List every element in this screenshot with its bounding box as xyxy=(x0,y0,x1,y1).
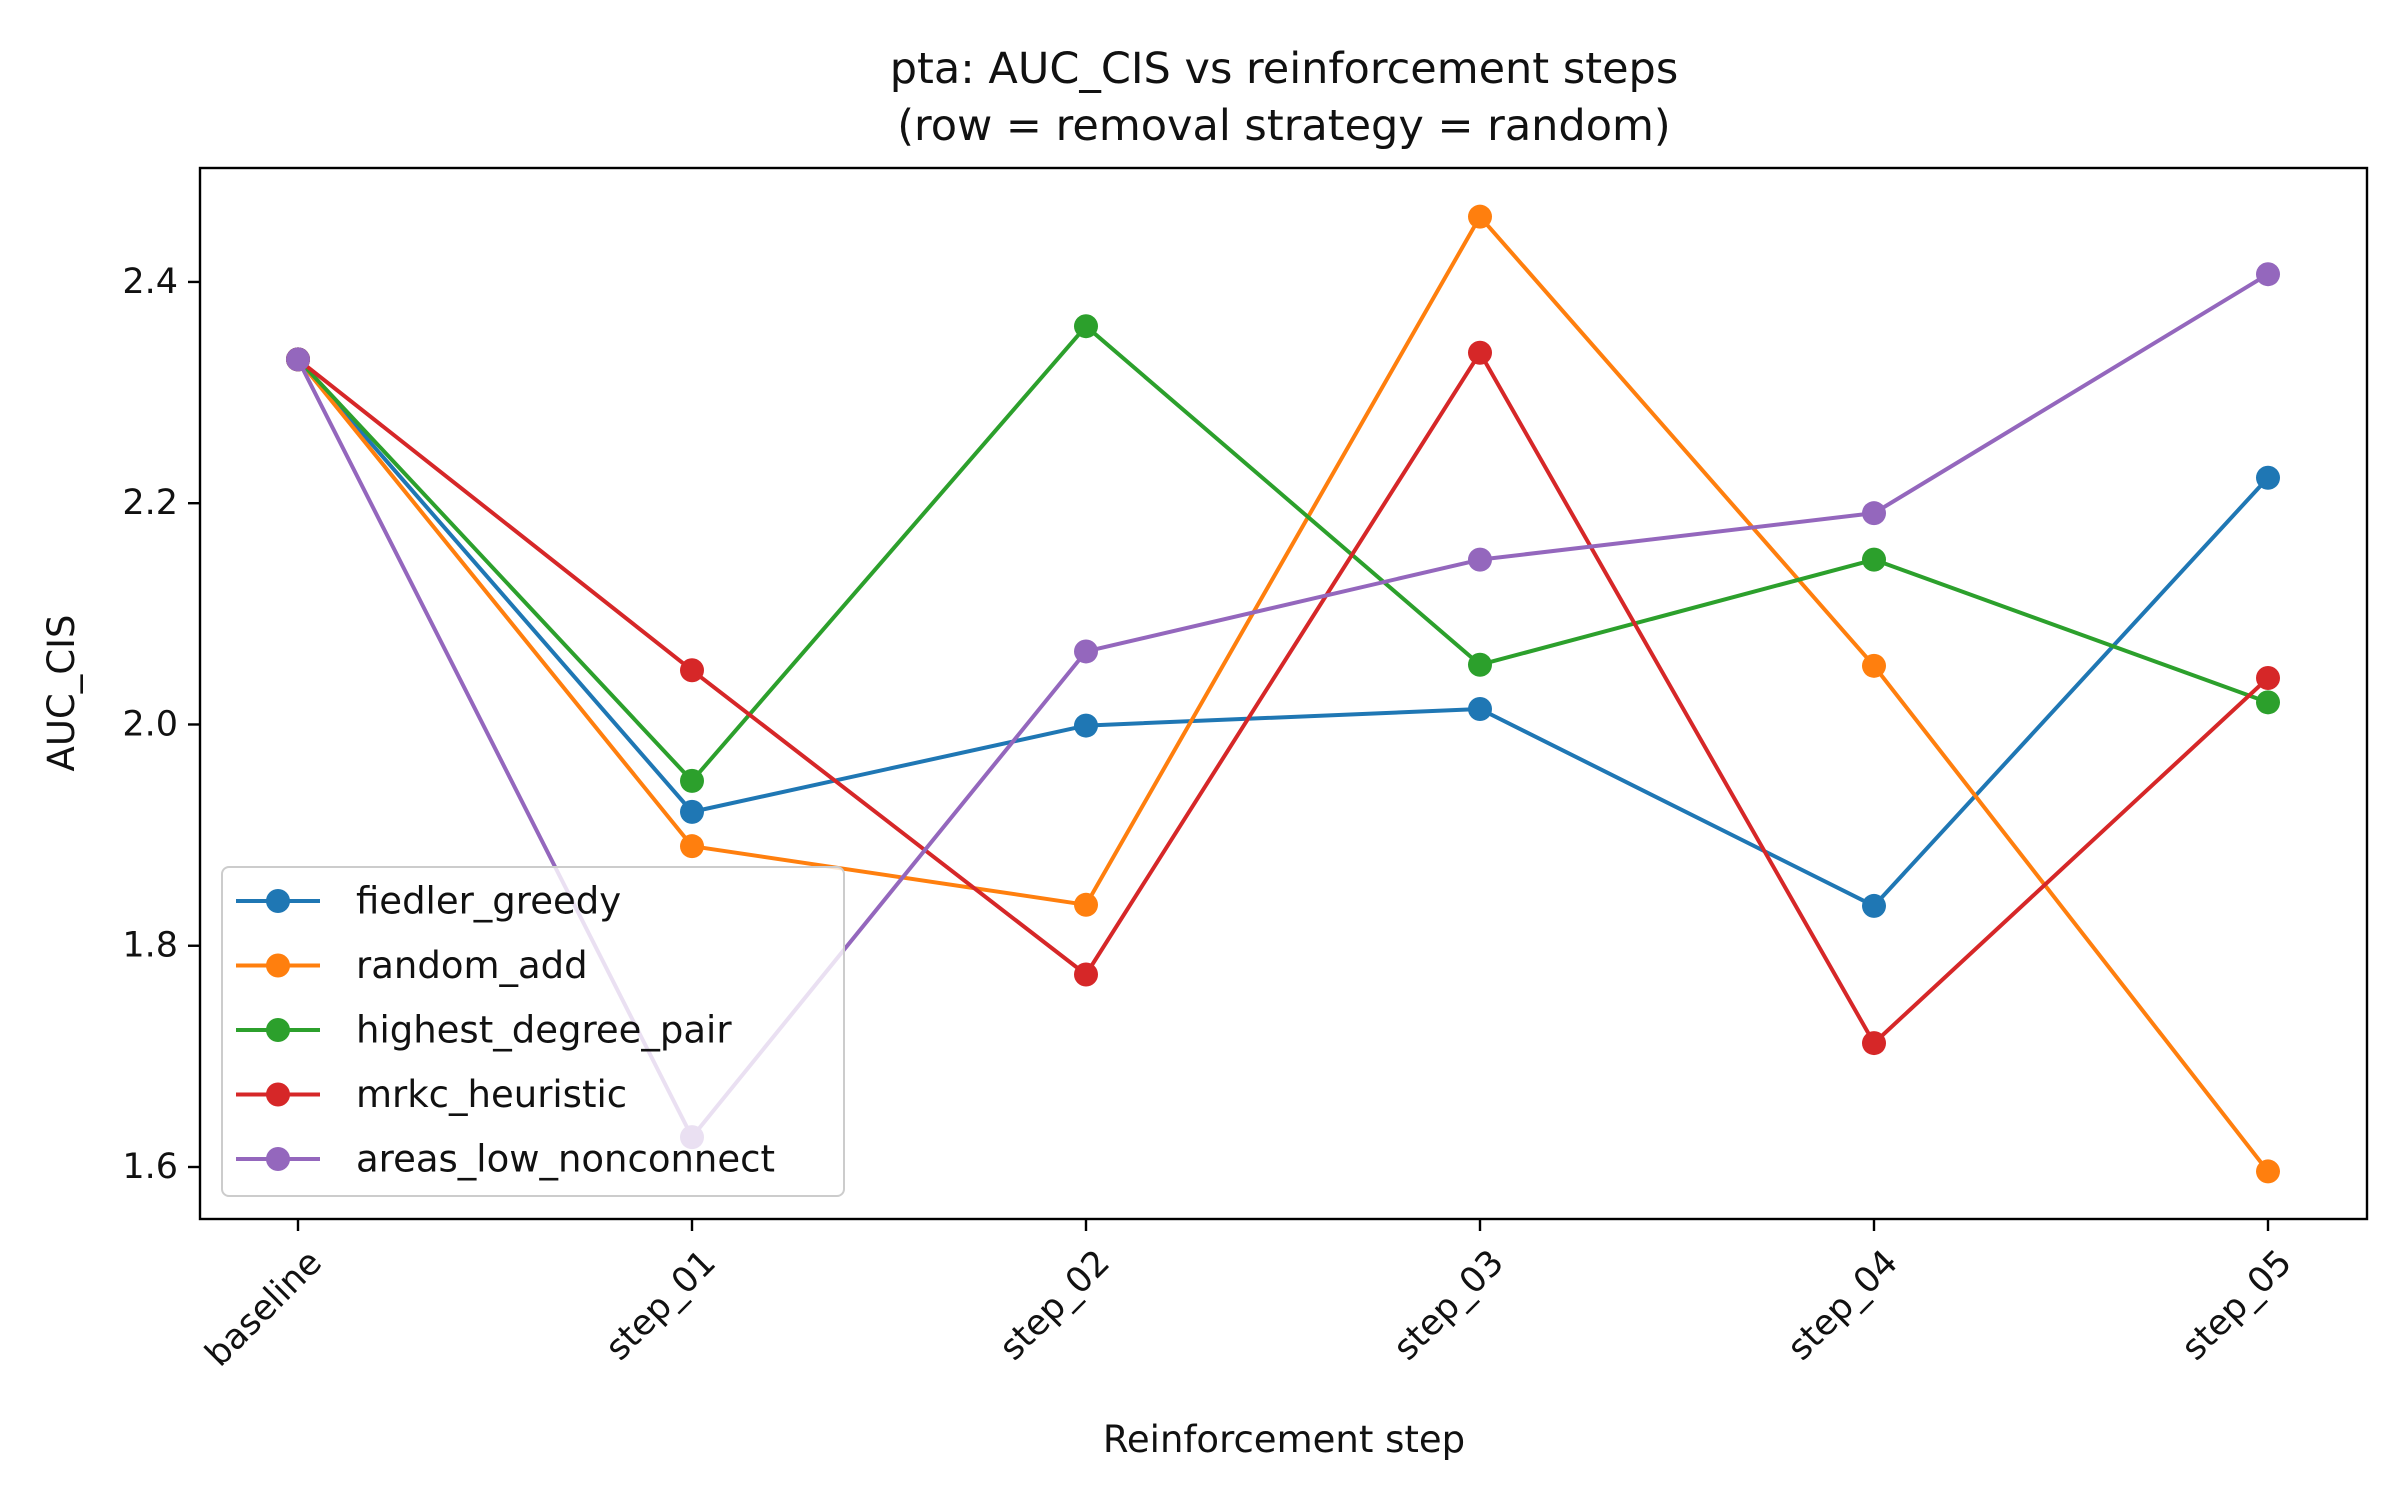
chart-title: pta: AUC_CIS vs reinforcement steps xyxy=(890,44,1678,94)
data-point-areas-low-nonconnect xyxy=(1074,639,1098,664)
y-axis-label: AUC_CIS xyxy=(40,615,83,772)
x-tick-label: step_02 xyxy=(992,1243,1118,1369)
data-point-fiedler-greedy xyxy=(1862,893,1886,918)
series-line-highest-degree-pair xyxy=(296,324,2270,783)
y-tick-label: 1.6 xyxy=(122,1147,178,1187)
data-point-fiedler-greedy xyxy=(680,799,704,824)
data-point-areas-low-nonconnect xyxy=(1862,501,1886,526)
y-tick-label: 2.4 xyxy=(122,262,178,302)
legend-items: fiedler_greedy random_add highest_degree_p… xyxy=(236,880,775,1181)
data-point-mrkc-heuristic xyxy=(2256,666,2280,691)
y-axis-ticks: 1.6 1.8 2.0 2.2 2.4 xyxy=(122,262,200,1187)
legend-label-areas-low-nonconnect: areas_low_nonconnect xyxy=(356,1138,775,1181)
x-axis-label: Reinforcement step xyxy=(1103,1418,1465,1461)
data-point-fiedler-greedy xyxy=(1468,696,1492,721)
x-tick-label: step_04 xyxy=(1780,1243,1906,1369)
legend-swatch-marker-highest-degree-pair xyxy=(266,1018,290,1042)
series-line-mrkc-heuristic xyxy=(296,350,2270,1046)
series-line-random-add xyxy=(296,214,2270,1174)
data-point-random-add xyxy=(2256,1159,2280,1184)
x-tick-label: step_03 xyxy=(1386,1243,1512,1369)
legend-box xyxy=(221,866,845,1197)
data-point-mrkc-heuristic xyxy=(1468,340,1492,365)
data-point-highest-degree-pair xyxy=(2256,690,2280,715)
legend-swatch-marker-areas-low-nonconnect xyxy=(266,1147,290,1171)
x-tick-label: baseline xyxy=(198,1243,330,1375)
data-point-areas-low-nonconnect xyxy=(286,347,310,372)
x-axis-ticks: baseline step_01 step_02 step_03 step_04 step… xyxy=(198,1219,2300,1375)
data-point-areas-low-nonconnect xyxy=(2256,262,2280,287)
data-point-highest-degree-pair xyxy=(1074,314,1098,339)
legend-label-random-add: random_add xyxy=(356,944,588,987)
data-point-highest-degree-pair xyxy=(1468,652,1492,677)
data-point-highest-degree-pair xyxy=(680,768,704,793)
legend-swatch-marker-fiedler-greedy xyxy=(266,889,290,913)
y-tick-label: 2.0 xyxy=(122,704,178,744)
legend: fiedler_greedy random_add highest_degree_p… xyxy=(221,866,845,1197)
legend-label-highest-degree-pair: highest_degree_pair xyxy=(356,1009,732,1052)
legend-swatch-marker-random-add xyxy=(266,953,290,978)
legend-label-mrkc-heuristic: mrkc_heuristic xyxy=(356,1073,627,1116)
data-point-highest-degree-pair xyxy=(1862,547,1886,572)
x-tick-label: step_01 xyxy=(598,1243,724,1369)
data-point-fiedler-greedy xyxy=(1074,713,1098,738)
x-tick-label: step_05 xyxy=(2174,1243,2300,1369)
legend-label-fiedler-greedy: fiedler_greedy xyxy=(356,880,621,923)
data-point-areas-low-nonconnect xyxy=(1468,547,1492,572)
series-layer xyxy=(286,204,2280,1184)
y-tick-label: 2.2 xyxy=(122,483,178,523)
data-point-random-add xyxy=(680,834,704,859)
data-point-fiedler-greedy xyxy=(2256,465,2280,490)
data-point-mrkc-heuristic xyxy=(680,658,704,683)
data-point-random-add xyxy=(1074,892,1098,917)
plot-area-frame xyxy=(198,166,2369,1221)
legend-swatch-marker-mrkc-heuristic xyxy=(266,1082,290,1107)
series-line-fiedler-greedy xyxy=(296,357,2270,908)
chart-subtitle: (row = removal strategy = random) xyxy=(897,101,1670,151)
data-point-mrkc-heuristic xyxy=(1862,1031,1886,1056)
y-tick-label: 1.8 xyxy=(122,926,178,966)
data-point-mrkc-heuristic xyxy=(1074,962,1098,987)
data-point-random-add xyxy=(1468,204,1492,229)
data-point-random-add xyxy=(1862,653,1886,678)
